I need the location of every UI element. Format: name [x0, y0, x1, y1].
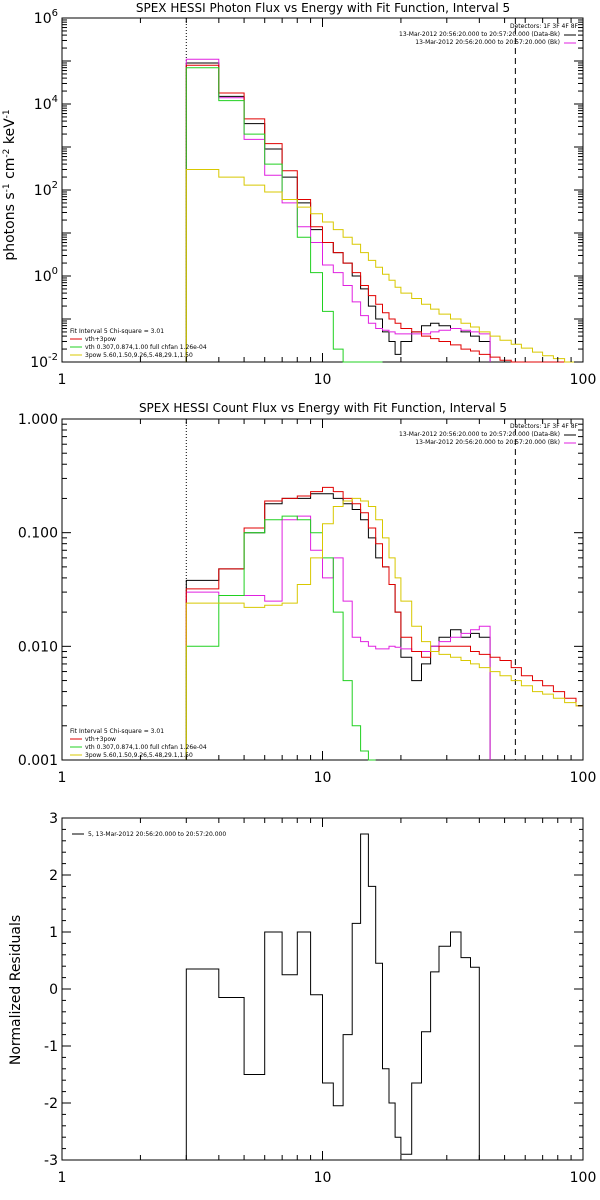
y-tick-label: 0 — [49, 982, 58, 998]
series-3pow — [185, 169, 583, 363]
detector-info: Detectors: 1F 3F 4F 8F 13-Mar-2012 20:56… — [399, 423, 579, 446]
x-tick-label: 100 — [570, 1170, 597, 1186]
series-bk — [185, 515, 491, 760]
y-tick-label: -1 — [44, 1039, 58, 1055]
y-tick-label: 0.100 — [18, 526, 58, 542]
y-tick-label: 2 — [49, 868, 58, 884]
legend-label: 5, 13-Mar-2012 20:56:20.000 to 20:57:20.… — [88, 831, 226, 838]
photon-flux-chart: SPEX HESSI Photon Flux vs Energy with Fi… — [2, 1, 596, 388]
y-tick-label: 104 — [34, 94, 58, 113]
y-tick-label: 1.000 — [18, 412, 58, 428]
x-tick-label: 100 — [570, 770, 597, 786]
x-tick-label: 1 — [58, 1170, 67, 1186]
count-flux-chart: SPEX HESSI Count Flux vs Energy with Fit… — [18, 401, 596, 786]
y-axis-label: photons s-1 cm-2 keV-1 — [2, 109, 18, 260]
y-tick-label: 106 — [34, 8, 58, 27]
series-vth — [185, 67, 383, 363]
info-line: 13-Mar-2012 20:56:20.000 to 20:57:20.000… — [399, 31, 560, 38]
y-tick-label: -2 — [44, 1096, 58, 1112]
x-tick-label: 10 — [314, 1170, 332, 1186]
fit-line: vth 0.307,0.874,1.00 full chfan 1.26e-04 — [85, 344, 207, 351]
y-tick-label: 3 — [49, 811, 58, 827]
info-line: 13-Mar-2012 20:56:20.000 to 20:57:20.000… — [415, 439, 560, 446]
chart-title: SPEX HESSI Photon Flux vs Energy with Fi… — [136, 1, 510, 15]
detector-info: Detectors: 1F 3F 4F 8F 13-Mar-2012 20:56… — [399, 23, 579, 46]
info-line: 13-Mar-2012 20:56:20.000 to 20:57:20.000… — [399, 431, 560, 438]
x-tick-label: 10 — [314, 372, 332, 388]
fit-line: 3pow 5.60,1.50,9.26,5.48,29.1,1.50 — [85, 752, 193, 759]
info-line: Detectors: 1F 3F 4F 8F — [510, 423, 579, 430]
series-vth-3pow — [185, 64, 583, 363]
y-tick-label: 100 — [34, 266, 58, 285]
fit-line: Fit Interval 5 Chi-square = 3.01 — [70, 328, 164, 335]
info-line: Detectors: 1F 3F 4F 8F — [510, 23, 579, 30]
y-tick-label: 1 — [49, 925, 58, 941]
fit-legend: Fit Interval 5 Chi-square = 3.01 vth+3po… — [70, 728, 207, 759]
axis-ticks: 1 10 100 0.001 0.010 0.100 1.000 — [18, 412, 596, 786]
x-tick-label: 1 — [58, 770, 67, 786]
axis-ticks: 1 10 100 -3 -2 -1 0 1 2 3 — [44, 811, 596, 1186]
fit-legend: Fit Interval 5 Chi-square = 3.01 vth+3po… — [70, 328, 207, 359]
plot-area — [61, 418, 584, 761]
series-3pow — [185, 497, 583, 760]
x-tick-label: 10 — [314, 770, 332, 786]
fit-line: vth+3pow — [85, 736, 116, 743]
info-line: 13-Mar-2012 20:56:20.000 to 20:57:20.000… — [415, 39, 560, 46]
residual-legend: 5, 13-Mar-2012 20:56:20.000 to 20:57:20.… — [72, 831, 226, 838]
y-tick-label: 0.010 — [18, 639, 58, 655]
x-tick-label: 100 — [570, 372, 597, 388]
y-tick-label: -3 — [44, 1153, 58, 1169]
x-tick-label: 1 — [58, 372, 67, 388]
y-tick-label: 0.001 — [18, 753, 58, 769]
y-tick-label: 102 — [34, 180, 58, 199]
axis-ticks: 1 10 100 10-2 100 102 104 106 — [30, 8, 596, 388]
chart-title: SPEX HESSI Count Flux vs Energy with Fit… — [139, 401, 507, 415]
series-vth — [185, 515, 376, 761]
fit-line: Fit Interval 5 Chi-square = 3.01 — [70, 728, 164, 735]
fit-line: 3pow 5.60,1.50,9.26,5.48,29.1,1.50 — [85, 352, 193, 359]
y-axis-label: Normalized Residuals — [8, 915, 24, 1065]
y-tick-label: 10-2 — [30, 352, 58, 371]
fit-line: vth+3pow — [85, 336, 116, 343]
residuals-chart: Normalized Residuals 1 10 100 -3 -2 -1 0 1 2 3 5,… — [8, 811, 596, 1186]
series-vth-3pow — [185, 486, 583, 760]
series-5-13-mar-2012-20-56-20-000-to-20-57-20-000 — [185, 833, 480, 1160]
fit-line: vth 0.307,0.874,1.00 full chfan 1.26e-04 — [85, 744, 207, 751]
